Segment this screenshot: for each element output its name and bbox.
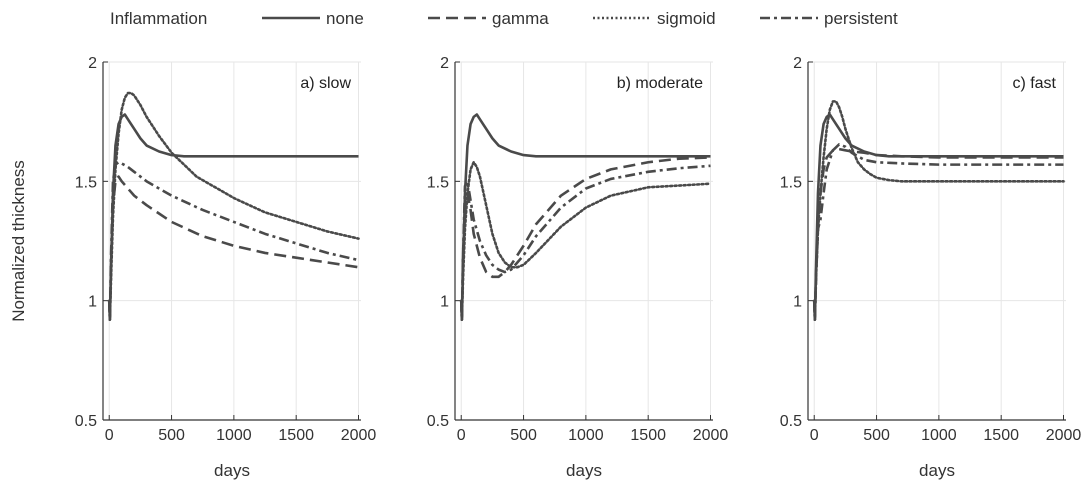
y-tick-label: 2: [88, 55, 97, 72]
y-tick-label: 0.5: [75, 413, 97, 430]
panel-title: b) moderate: [617, 75, 703, 92]
panel-title: c) fast: [1012, 75, 1056, 92]
y-tick-label: 1.5: [780, 174, 802, 191]
x-tick-label: 0: [810, 427, 819, 444]
x-tick-label: 500: [510, 427, 537, 444]
legend-label-sigmoid: sigmoid: [657, 9, 716, 28]
legend-label-none: none: [326, 9, 364, 28]
x-tick-label: 1500: [278, 427, 314, 444]
x-tick-label: 0: [457, 427, 466, 444]
y-tick-label: 1: [793, 294, 802, 311]
legend-title: Inflammation: [110, 9, 207, 28]
y-tick-label: 2: [793, 55, 802, 72]
y-tick-label: 1.5: [427, 174, 449, 191]
panel-title: a) slow: [300, 75, 351, 92]
y-tick-label: 1: [440, 294, 449, 311]
y-tick-label: 1.5: [75, 174, 97, 191]
x-tick-label: 2000: [1046, 427, 1082, 444]
x-axis-label: days: [566, 461, 602, 480]
panel-2: 0.5 1 1.5 2 0 500 1000 1500 2000 days b) moderate: [427, 55, 729, 480]
x-axis-label: days: [214, 461, 250, 480]
x-tick-label: 1500: [983, 427, 1019, 444]
legend: Inflammation none gamma sigmoid persistent: [110, 9, 898, 28]
x-tick-label: 1000: [216, 427, 252, 444]
x-tick-label: 500: [158, 427, 185, 444]
y-axis-label: Normalized thickness: [9, 160, 28, 322]
panel-3: 0.5 1 1.5 2 0 500 1000 1500 2000 days c) fast: [780, 55, 1082, 480]
legend-label-gamma: gamma: [492, 9, 549, 28]
panel-1: 0.5 1 1.5 2 0 500 1000 1500 2000 days Normalized t…: [9, 55, 376, 480]
y-tick-label: 2: [440, 55, 449, 72]
x-tick-label: 2000: [341, 427, 377, 444]
legend-label-persistent: persistent: [824, 9, 898, 28]
x-tick-label: 0: [105, 427, 114, 444]
x-tick-label: 500: [863, 427, 890, 444]
y-tick-label: 0.5: [427, 413, 449, 430]
x-tick-label: 2000: [693, 427, 729, 444]
x-tick-label: 1000: [568, 427, 604, 444]
x-tick-label: 1500: [630, 427, 666, 444]
x-tick-label: 1000: [921, 427, 957, 444]
y-tick-label: 1: [88, 294, 97, 311]
x-axis-label: days: [919, 461, 955, 480]
y-tick-label: 0.5: [780, 413, 802, 430]
